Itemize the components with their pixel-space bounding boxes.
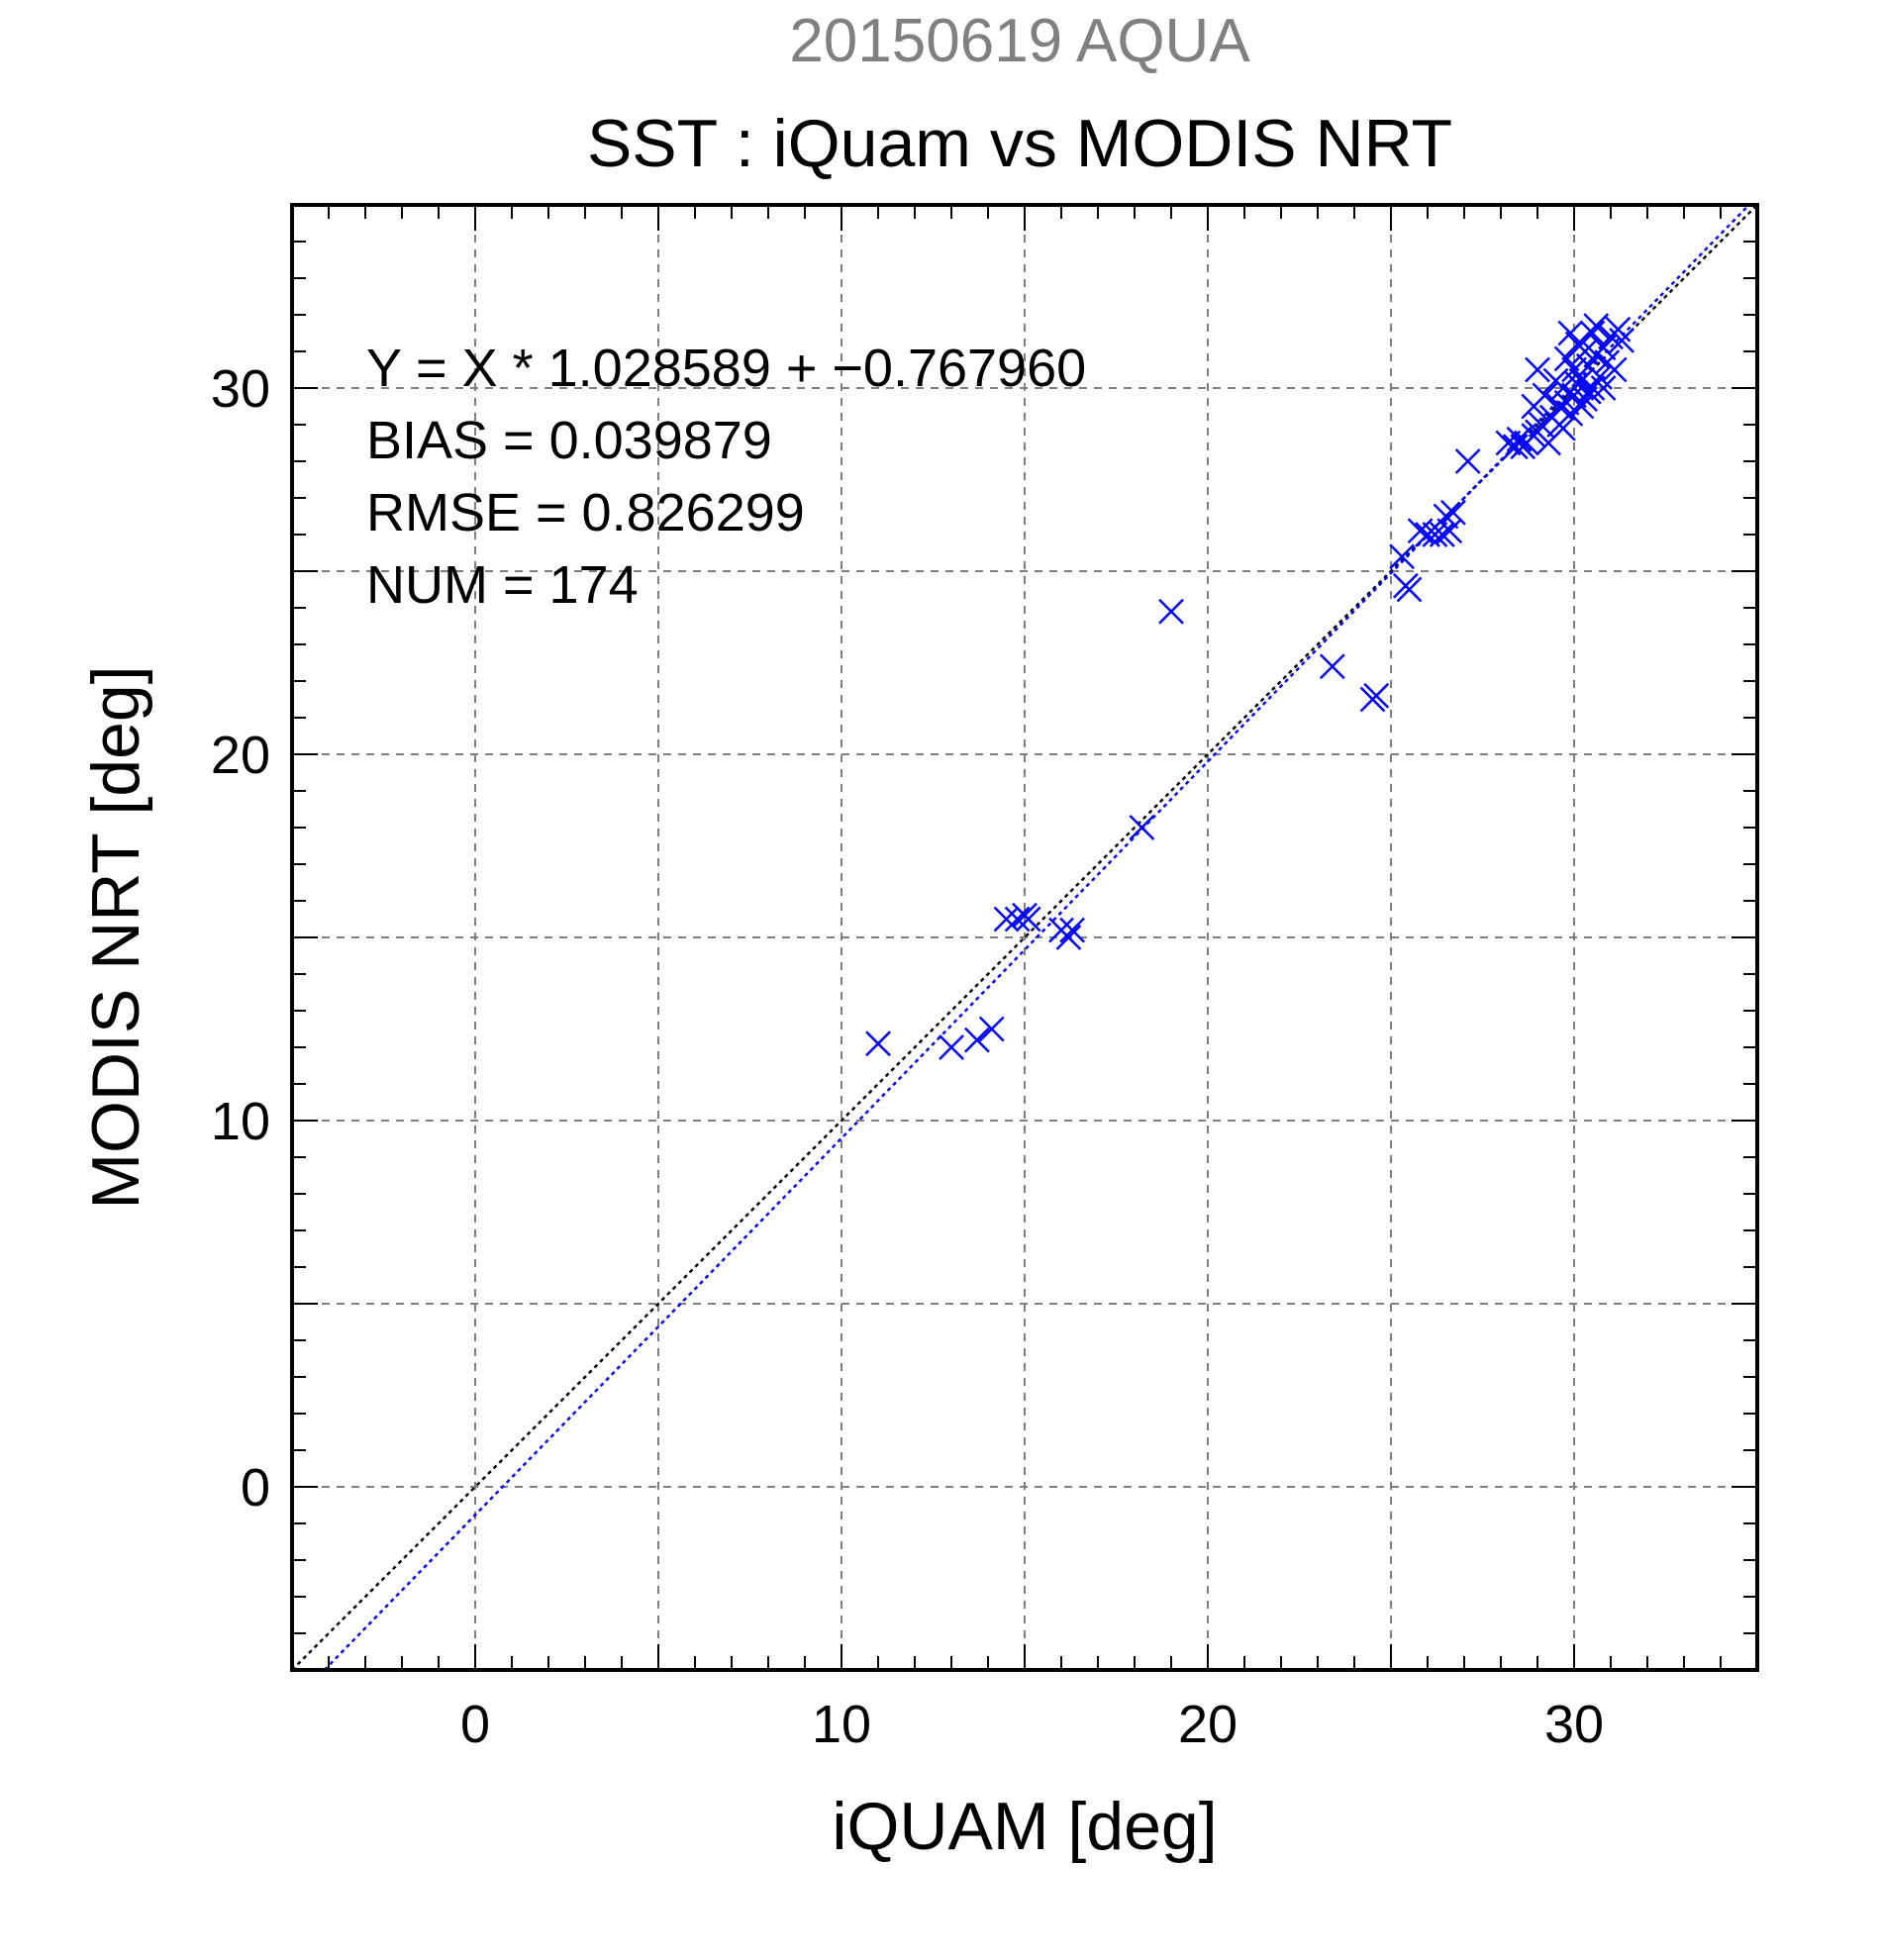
tick-labels: 0 10 20 30 0 10 20 30 (211, 359, 1604, 1754)
data-point (1557, 320, 1584, 346)
y-tick-label: 0 (241, 1458, 270, 1518)
y-axis-label: MODIS NRT [deg] (78, 665, 153, 1209)
data-point (1389, 543, 1415, 570)
data-point (978, 1016, 1005, 1042)
y-tick-label: 10 (211, 1092, 270, 1151)
data-point (1583, 313, 1610, 339)
data-point (1590, 375, 1617, 401)
data-point (1553, 389, 1580, 416)
data-point (964, 1027, 990, 1053)
stats-bias: BIAS = 0.039879 (366, 411, 772, 470)
data-point (1433, 503, 1459, 530)
data-point (1525, 356, 1550, 383)
data-point (1601, 356, 1628, 383)
data-point (1422, 522, 1448, 547)
data-point (1319, 653, 1345, 680)
data-point (1158, 598, 1184, 625)
data-point (1454, 448, 1481, 474)
chart-date-title: 20150619 AQUA (789, 7, 1250, 75)
data-point (1605, 316, 1632, 343)
data-point (1396, 576, 1423, 603)
data-point (1506, 426, 1533, 452)
data-point (1440, 499, 1466, 526)
y-tick-label: 20 (211, 726, 270, 785)
data-point (1407, 518, 1434, 544)
data-point (1564, 371, 1591, 398)
x-tick-label: 10 (812, 1695, 871, 1754)
stats-num: NUM = 174 (366, 555, 639, 615)
axis-ticks (291, 204, 1758, 1671)
x-tick-label: 30 (1544, 1695, 1604, 1754)
data-point (1004, 906, 1031, 932)
data-points (865, 313, 1634, 1060)
data-point (1590, 335, 1617, 361)
chart-title: SST : iQuam vs MODIS NRT (587, 106, 1452, 181)
data-point (1363, 682, 1390, 709)
x-tick-label: 0 (460, 1695, 490, 1754)
grid (292, 205, 1757, 1670)
data-point (1532, 382, 1558, 409)
y-tick-label: 30 (211, 359, 270, 419)
plot-frame (290, 203, 1759, 1672)
x-axis-label: iQUAM [deg] (832, 1789, 1217, 1864)
data-point (1568, 393, 1595, 420)
stats-rmse: RMSE = 0.826299 (366, 483, 805, 542)
data-point (1575, 378, 1602, 405)
data-point (1553, 345, 1580, 372)
stats-regression: Y = X * 1.028589 + −0.767960 (366, 339, 1086, 398)
data-point (1579, 320, 1606, 346)
data-point (993, 906, 1020, 932)
data-point (1059, 917, 1085, 943)
data-point (939, 1034, 964, 1060)
x-tick-label: 20 (1178, 1695, 1238, 1754)
data-point (1055, 925, 1082, 950)
data-point (1015, 906, 1041, 932)
data-point (865, 1030, 891, 1057)
data-point (1129, 815, 1155, 840)
data-point (1550, 415, 1576, 441)
